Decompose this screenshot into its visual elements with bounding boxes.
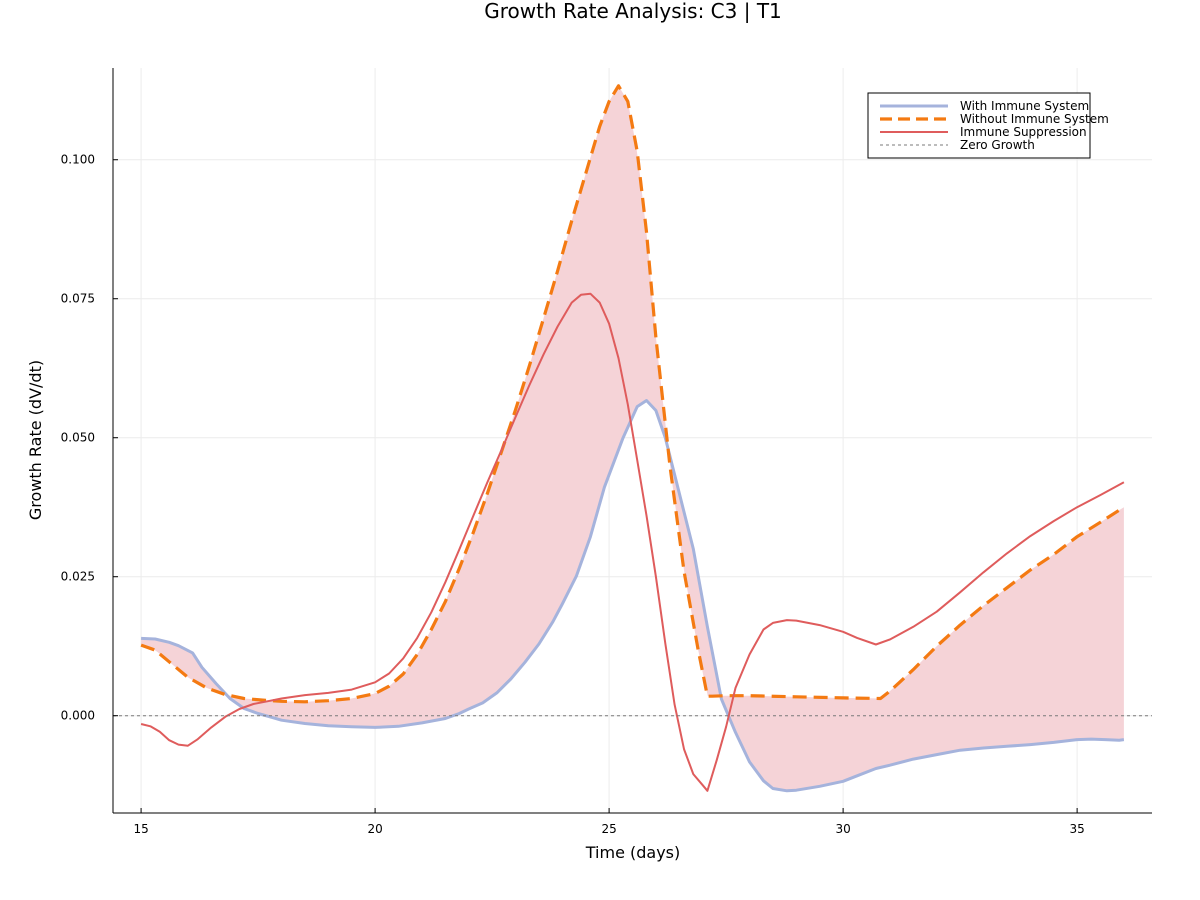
x-tick-label: 35: [1069, 822, 1084, 836]
y-axis-label: Growth Rate (dV/dt): [26, 360, 45, 520]
y-tick-label: 0.000: [61, 709, 95, 723]
series-line-with-immune-system: [141, 399, 1125, 793]
tick-labels: 15 20 25 30 35 0.000 0.025 0.050 0.075 0.100: [61, 153, 1085, 836]
x-tick-label: 20: [367, 822, 382, 836]
y-tick-label: 0.050: [61, 431, 95, 445]
legend-label-zero-growth: Zero Growth: [960, 138, 1035, 152]
legend-box: [867, 92, 1091, 159]
fill-between-area: [141, 87, 1124, 791]
x-tick-label: 25: [601, 822, 616, 836]
legend-label-with-immune-system: With Immune System: [960, 99, 1089, 113]
legend-label-without-immune-system: Without Immune System: [960, 112, 1109, 126]
difference-fill: [141, 87, 1124, 791]
legend-label-immune-suppression: Immune Suppression: [960, 125, 1087, 139]
series-lines: [113, 84, 1152, 793]
series-line-immune-suppression: [140, 292, 1125, 792]
y-tick-label: 0.100: [61, 153, 95, 167]
axes: [112, 68, 1152, 814]
chart-title: Growth Rate Analysis: C3 | T1: [484, 0, 782, 23]
x-tick-label: 15: [133, 822, 148, 836]
y-tick-label: 0.025: [61, 570, 95, 584]
x-axis-label: Time (days): [585, 843, 681, 862]
x-tick-label: 30: [835, 822, 850, 836]
y-tick-label: 0.075: [61, 292, 95, 306]
series-line-without-immune-system: [140, 84, 1125, 704]
